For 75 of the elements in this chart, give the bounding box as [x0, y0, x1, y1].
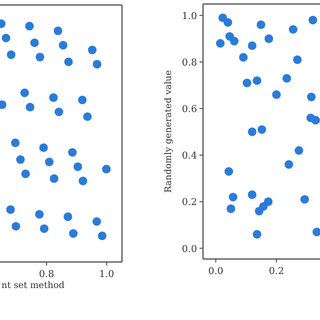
point [230, 36, 239, 46]
point [293, 55, 302, 64]
point [311, 116, 320, 125]
point [83, 112, 92, 121]
point [25, 22, 34, 30]
point [74, 162, 82, 171]
point [44, 158, 54, 166]
y-tick-label: 1.0 [182, 10, 197, 22]
point [312, 228, 320, 236]
point [78, 176, 88, 186]
point [64, 58, 73, 66]
point [2, 34, 10, 42]
y-tick-label: 0.8 [182, 57, 197, 68]
point [252, 230, 262, 239]
point [272, 90, 281, 99]
point [258, 125, 266, 134]
point [102, 164, 111, 174]
point [284, 160, 294, 169]
point [92, 217, 102, 226]
point [224, 18, 232, 27]
point [216, 39, 225, 48]
point [35, 210, 44, 219]
point [242, 78, 252, 88]
point [239, 53, 248, 62]
point [50, 174, 58, 183]
point [98, 231, 106, 240]
point [254, 206, 264, 216]
point [300, 195, 309, 204]
point [288, 25, 298, 34]
point [20, 88, 29, 98]
point [16, 155, 25, 164]
point [92, 60, 102, 69]
point [58, 40, 68, 50]
point [69, 229, 78, 238]
point [6, 205, 15, 214]
point [64, 212, 72, 222]
point [264, 34, 274, 43]
x-axis-title: nt set method [1, 281, 65, 291]
point [30, 38, 39, 48]
point [40, 224, 48, 233]
x-tick-label: 0.8 [39, 269, 54, 280]
point [248, 190, 256, 200]
point [228, 192, 238, 202]
point [26, 102, 34, 112]
point [248, 41, 256, 50]
point [256, 20, 266, 30]
point [252, 76, 262, 85]
point [36, 52, 44, 62]
y-tick-label: 0.0 [182, 244, 197, 255]
point [307, 92, 316, 102]
x-tick-label: 1.0 [99, 269, 114, 280]
point [294, 146, 304, 155]
point [226, 204, 236, 213]
point [78, 96, 87, 104]
point [54, 26, 62, 36]
point [88, 46, 97, 54]
point [248, 128, 256, 136]
y-tick-label: 0.2 [182, 197, 197, 208]
point [282, 74, 292, 83]
point [21, 170, 30, 178]
x-tick-label: 0.0 [208, 266, 224, 277]
point [12, 222, 20, 231]
point [54, 108, 64, 116]
point [224, 167, 234, 176]
point [308, 16, 318, 24]
point [11, 138, 20, 148]
point [218, 13, 228, 22]
y-axis-title: Randomly generated value [164, 70, 174, 193]
y-tick-label: 0.6 [182, 104, 197, 116]
x-tick-label: 0.2 [268, 266, 284, 277]
point [68, 148, 77, 157]
point [39, 143, 48, 152]
point [6, 50, 16, 59]
point [49, 93, 58, 102]
y-tick-label: 0.4 [182, 150, 197, 162]
